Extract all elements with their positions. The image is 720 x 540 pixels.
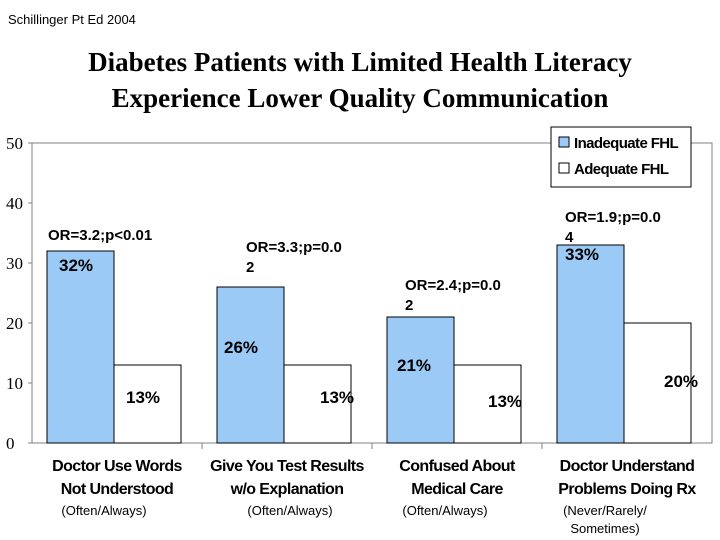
bar-inadequate [216,286,285,444]
legend-label: Adequate FHL [574,161,669,178]
y-tick-label: 0 [6,434,15,453]
x-tick-label: Doctor Use Words [52,458,182,475]
x-tick-label: Give You Test Results [210,458,364,475]
odds-ratio-annotation: OR=1.9;p=0.0 [565,209,661,226]
data-label: 21% [397,356,431,375]
category-note: (Often/Always) [402,503,487,518]
data-label: 32% [59,256,93,275]
bar-adequate [113,364,182,444]
data-label: 33% [565,245,599,264]
x-tick-label: Medical Care [411,481,503,498]
legend-box [550,126,692,188]
category-note: Sometimes) [570,521,639,536]
x-tick-label: w/o Explanation [230,481,344,498]
x-tick-label: Doctor Understand [560,458,695,475]
odds-ratio-annotation: 2 [246,259,254,276]
chart-title: Diabetes Patients with Limited Health Li… [0,44,720,116]
x-tick-label: Confused About [399,458,516,475]
odds-ratio-annotation: OR=3.2;p<0.01 [48,227,152,244]
bar-adequate [623,322,692,444]
odds-ratio-annotation: OR=2.4;p=0.0 [405,277,501,294]
bar-inadequate [556,244,625,444]
y-tick-label: 30 [6,254,23,273]
category-note: (Often/Always) [61,503,146,518]
bar-adequate [283,364,352,444]
y-tick-label: 40 [6,194,23,213]
chart-title-line-2: Experience Lower Quality Communication [111,83,609,113]
odds-ratio-annotation: 4 [565,229,574,246]
y-tick-label: 20 [6,314,23,333]
x-tick-label: Not Understood [61,481,173,498]
data-label: 13% [320,388,354,407]
y-tick-label: 50 [6,134,23,153]
y-tick-label: 10 [6,374,23,393]
data-label: 13% [488,392,522,411]
data-label: 13% [126,388,160,407]
category-note: (Never/Rarely/ [563,503,647,518]
chart-title-line-1: Diabetes Patients with Limited Health Li… [88,47,632,77]
odds-ratio-annotation: 2 [405,297,413,314]
data-label: 20% [664,372,698,391]
citation-text: Schillinger Pt Ed 2004 [8,12,136,27]
bar-adequate [453,364,522,444]
bar-inadequate [46,250,115,444]
category-note: (Often/Always) [247,503,332,518]
legend-swatch [558,162,570,174]
legend-swatch [558,136,570,148]
odds-ratio-annotation: OR=3.3;p=0.0 [246,239,342,256]
bar-inadequate [386,316,455,444]
legend-label: Inadequate FHL [574,135,679,152]
x-tick-label: Problems Doing Rx [558,481,696,498]
data-label: 26% [224,338,258,357]
